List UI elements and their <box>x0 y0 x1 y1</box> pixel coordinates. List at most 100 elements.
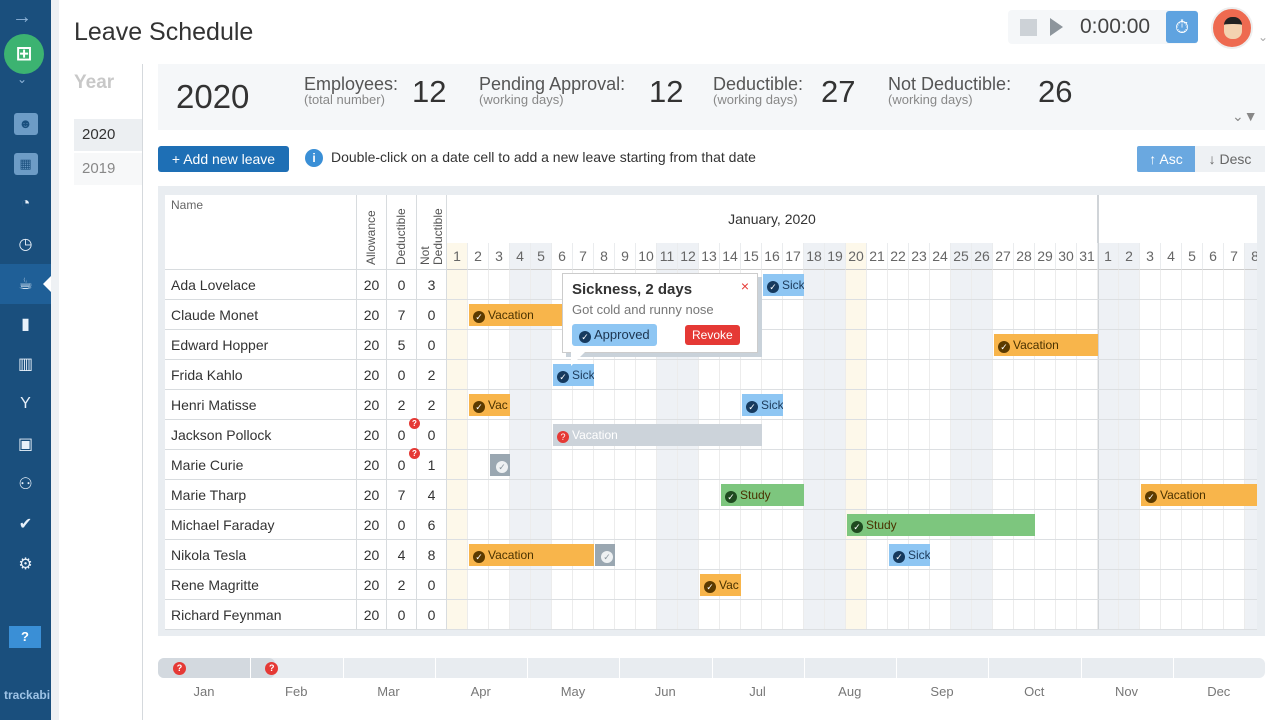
timeline-month-sep[interactable]: Sep <box>930 684 954 699</box>
day-column[interactable] <box>468 243 489 630</box>
chevron-down-icon[interactable]: ⌄ <box>17 72 28 86</box>
expand-arrow-icon[interactable]: → <box>12 6 32 28</box>
day-column[interactable] <box>1119 243 1140 630</box>
year-item-2020[interactable]: 2020 <box>74 119 142 151</box>
sick-leave-bar[interactable]: ✓Sickn... <box>763 274 804 296</box>
day-column[interactable] <box>825 243 846 630</box>
employee-name[interactable]: Rene Magritte <box>165 570 357 600</box>
study-leave-bar[interactable]: ✓ Study <box>847 514 1035 536</box>
profile-icon[interactable]: ☻ <box>0 104 51 144</box>
sick-leave-bar[interactable]: ✓ Sick <box>889 544 930 566</box>
stop-icon[interactable] <box>1020 19 1037 36</box>
sick-leave-bar[interactable]: ✓ Sick <box>742 394 783 416</box>
day-column[interactable] <box>867 243 888 630</box>
vacation-leave-bar[interactable]: ✓ Vacation <box>469 544 594 566</box>
timeline-month-dec[interactable]: Dec <box>1207 684 1231 699</box>
day-column[interactable] <box>783 243 804 630</box>
close-icon[interactable]: × <box>740 278 749 294</box>
dashboard-icon[interactable]: ◔ <box>20 195 31 212</box>
header-name[interactable]: Name <box>165 195 357 270</box>
day-column[interactable] <box>846 243 867 630</box>
leave-icon[interactable]: ☕ <box>0 264 51 304</box>
timeline-month-jul[interactable]: Jul <box>749 684 766 699</box>
employee-name[interactable]: Richard Feynman <box>165 600 357 630</box>
clock-icon[interactable]: ◷ <box>18 236 33 253</box>
chip-icon[interactable]: ▥ <box>17 356 34 373</box>
day-column[interactable] <box>1077 243 1098 630</box>
vacation-leave-bar[interactable]: ✓ Vacation <box>994 334 1098 356</box>
day-column[interactable] <box>909 243 930 630</box>
play-icon[interactable] <box>1050 18 1063 36</box>
revoke-button[interactable]: Revoke <box>685 325 740 345</box>
day-column[interactable] <box>489 243 510 630</box>
employee-name[interactable]: Marie Tharp <box>165 480 357 510</box>
sick-leave-bar[interactable]: ✓ Sick <box>553 364 594 386</box>
briefcase-icon[interactable]: ✔ <box>18 516 33 533</box>
day-column[interactable] <box>531 243 552 630</box>
vacation-leave-bar[interactable]: ✓ Vac <box>469 394 510 416</box>
employee-name[interactable]: Frida Kahlo <box>165 360 357 390</box>
day-column[interactable] <box>510 243 531 630</box>
help-icon[interactable]: ? <box>9 626 41 648</box>
timeline-month-mar[interactable]: Mar <box>377 684 400 699</box>
stopwatch-icon[interactable]: ⏱ <box>1166 11 1198 43</box>
day-column[interactable] <box>951 243 972 630</box>
sort-asc-button[interactable]: ↑ Asc <box>1137 146 1195 172</box>
day-column[interactable] <box>888 243 909 630</box>
day-column[interactable] <box>1098 243 1119 630</box>
day-column[interactable] <box>930 243 951 630</box>
document-icon[interactable]: ▮ <box>21 316 30 333</box>
day-column[interactable] <box>804 243 825 630</box>
completed-leave-bar[interactable]: ✓ <box>490 454 510 476</box>
day-column[interactable] <box>1056 243 1077 630</box>
company-icon[interactable]: ▦ <box>0 144 51 184</box>
employee-name[interactable]: Henri Matisse <box>165 390 357 420</box>
employee-name[interactable]: Marie Curie <box>165 450 357 480</box>
day-column[interactable] <box>1161 243 1182 630</box>
study-leave-bar[interactable]: ✓ Study <box>721 484 804 506</box>
day-column[interactable] <box>1014 243 1035 630</box>
timeline-month-jun[interactable]: Jun <box>654 684 676 699</box>
chevron-down-icon[interactable]: ⌄ <box>1258 30 1269 44</box>
timeline-month-feb[interactable]: Feb <box>285 684 308 699</box>
team-icon[interactable]: ⚇ <box>18 476 33 493</box>
year-item-2019[interactable]: 2019 <box>74 153 142 185</box>
day-column[interactable] <box>447 243 468 630</box>
day-column[interactable] <box>1182 243 1203 630</box>
day-column[interactable] <box>1203 243 1224 630</box>
timeline-month-oct[interactable]: Oct <box>1024 684 1045 699</box>
sort-desc-button[interactable]: ↓ Desc <box>1195 146 1265 172</box>
pending-question-icon: ? <box>409 448 420 459</box>
employee-name[interactable]: Nikola Tesla <box>165 540 357 570</box>
gear-icon[interactable]: ⚙ <box>18 556 33 573</box>
timeline-month-nov[interactable]: Nov <box>1114 684 1139 699</box>
year-timeline-scrollbar[interactable]: ?? <box>158 658 1265 678</box>
day-column[interactable] <box>993 243 1014 630</box>
day-column[interactable] <box>1140 243 1161 630</box>
employee-name[interactable]: Ada Lovelace <box>165 270 357 300</box>
timeline-viewport-handle[interactable] <box>158 658 275 678</box>
person-icon[interactable]: Y <box>20 395 31 412</box>
employee-name[interactable]: Jackson Pollock <box>165 420 357 450</box>
filter-icon[interactable]: ⌄▼ <box>1232 108 1258 124</box>
day-column[interactable] <box>1245 243 1257 630</box>
avatar[interactable] <box>1211 7 1253 49</box>
employee-name[interactable]: Claude Monet <box>165 300 357 330</box>
employee-name[interactable]: Edward Hopper <box>165 330 357 360</box>
day-column[interactable] <box>1224 243 1245 630</box>
day-column[interactable] <box>1035 243 1056 630</box>
timeline-month-may[interactable]: May <box>560 684 586 699</box>
contacts-icon[interactable]: ▣ <box>17 436 34 453</box>
timeline-month-jan[interactable]: Jan <box>193 684 215 699</box>
day-column[interactable] <box>972 243 993 630</box>
timeline-month-aug[interactable]: Aug <box>838 684 862 699</box>
vacation-leave-bar[interactable]: ✓ Vac <box>700 574 741 596</box>
timeline-month-apr[interactable]: Apr <box>470 684 491 699</box>
completed-leave-bar[interactable]: ✓ <box>595 544 615 566</box>
add-new-leave-button[interactable]: + Add new leave <box>158 146 289 172</box>
employee-name[interactable]: Michael Faraday <box>165 510 357 540</box>
vacation-leave-bar[interactable]: ? Vacation <box>553 424 762 446</box>
vacation-leave-bar[interactable]: ✓ Vacation <box>1141 484 1257 506</box>
logo-icon[interactable]: ⊞ <box>4 34 44 74</box>
day-column[interactable] <box>762 243 783 630</box>
